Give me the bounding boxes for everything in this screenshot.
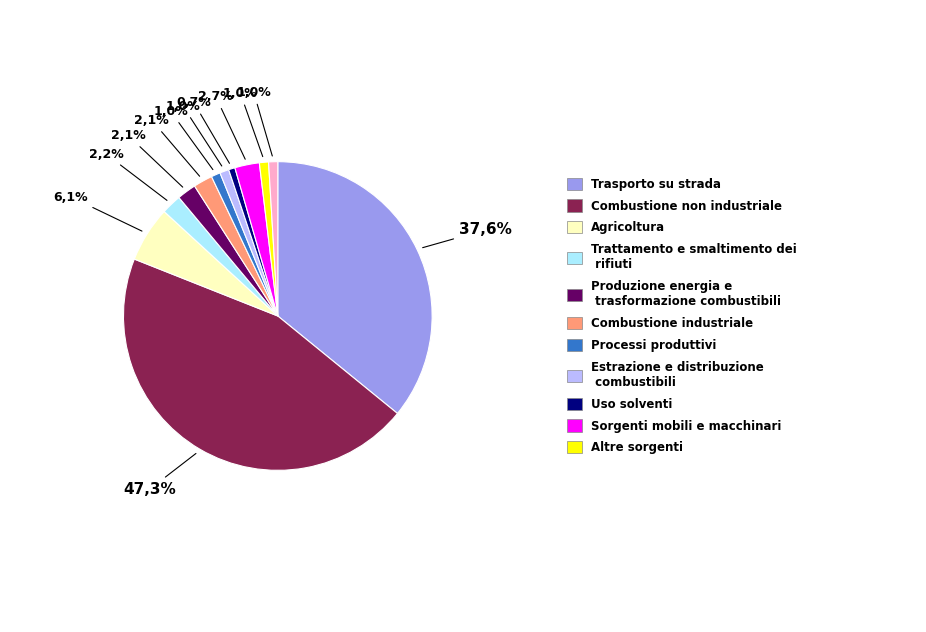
Wedge shape — [211, 173, 278, 316]
Text: 2,1%: 2,1% — [134, 114, 200, 176]
Wedge shape — [229, 167, 278, 316]
Wedge shape — [134, 212, 278, 316]
Wedge shape — [194, 176, 278, 316]
Text: 1,0%: 1,0% — [223, 87, 263, 157]
Text: 1,0%: 1,0% — [236, 86, 272, 156]
Wedge shape — [123, 259, 397, 470]
Legend: Trasporto su strada, Combustione non industriale, Agricoltura, Trattamento e sma: Trasporto su strada, Combustione non ind… — [561, 172, 803, 460]
Wedge shape — [259, 162, 278, 316]
Wedge shape — [235, 163, 278, 316]
Text: 0,7%: 0,7% — [176, 96, 230, 163]
Text: 6,1%: 6,1% — [54, 190, 142, 231]
Wedge shape — [164, 198, 278, 316]
Wedge shape — [269, 162, 278, 316]
Text: 2,2%: 2,2% — [89, 147, 167, 200]
Wedge shape — [220, 169, 278, 316]
Text: 2,7%: 2,7% — [198, 90, 245, 159]
Text: 37,6%: 37,6% — [422, 222, 512, 248]
Wedge shape — [179, 186, 278, 316]
Text: 1,0%: 1,0% — [166, 100, 221, 166]
Text: 1,0%: 1,0% — [153, 104, 213, 169]
Wedge shape — [278, 162, 432, 413]
Text: 47,3%: 47,3% — [123, 454, 196, 497]
Text: 2,1%: 2,1% — [111, 129, 182, 187]
